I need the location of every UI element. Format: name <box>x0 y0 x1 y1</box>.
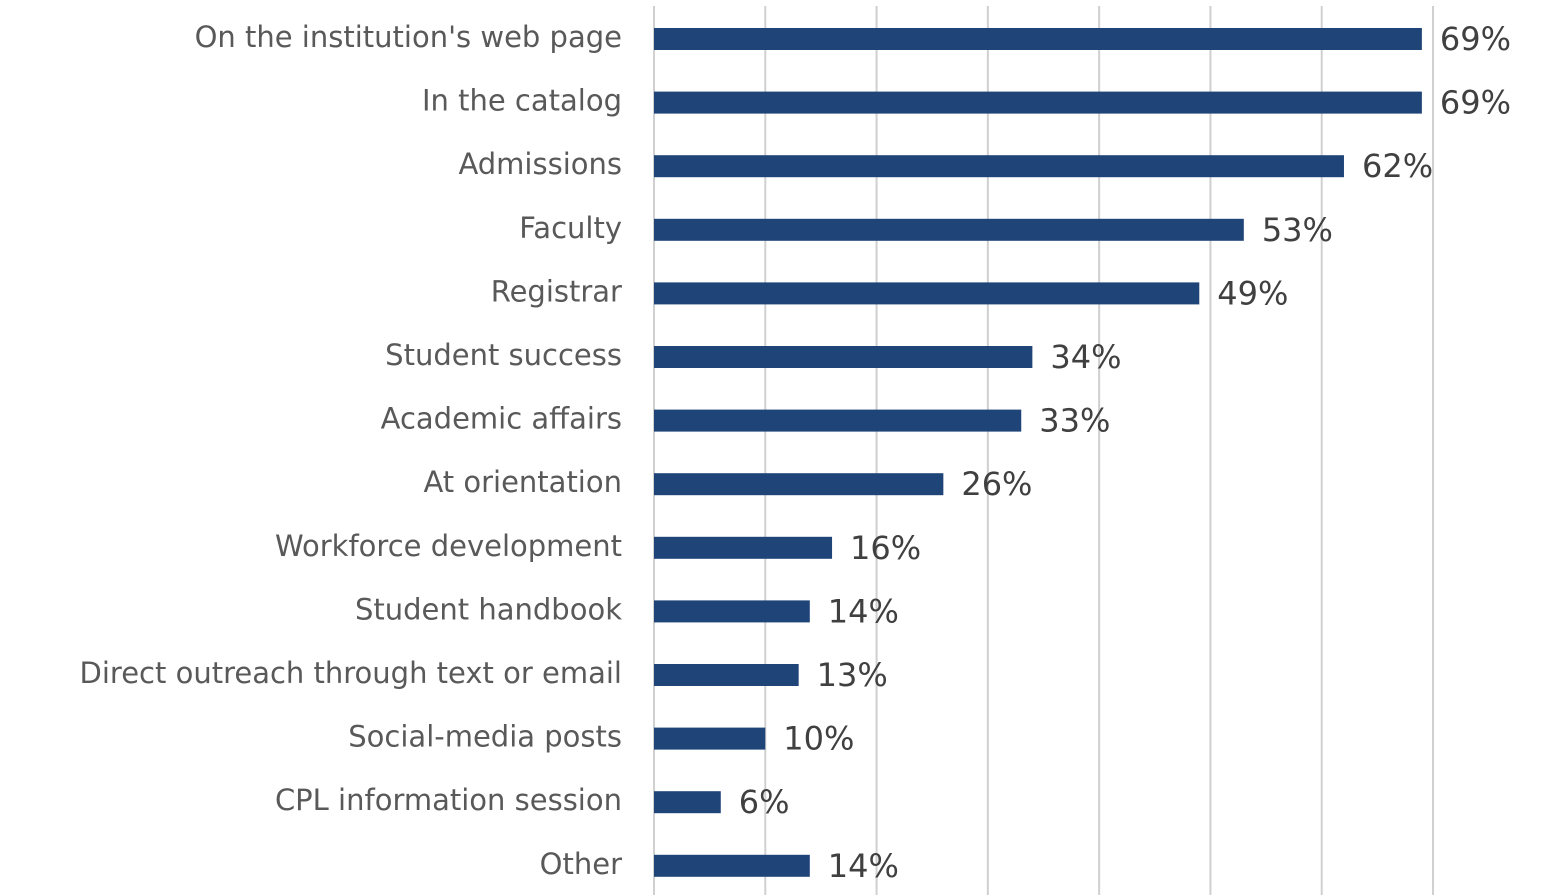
category-label: Student success <box>385 338 622 372</box>
value-label: 26% <box>961 465 1032 503</box>
category-label: Registrar <box>491 274 622 308</box>
value-label: 16% <box>850 529 921 567</box>
bar <box>654 473 944 496</box>
value-label: 69% <box>1440 84 1511 122</box>
bar <box>654 664 799 686</box>
value-label: 14% <box>828 847 899 885</box>
category-label: Social-media posts <box>348 720 622 754</box>
bar <box>654 536 833 559</box>
category-label: At orientation <box>423 465 622 499</box>
category-label: Admissions <box>458 147 622 181</box>
category-label: Student handbook <box>355 592 622 626</box>
bar <box>654 282 1200 305</box>
value-label: 34% <box>1050 338 1121 376</box>
bar <box>654 155 1344 178</box>
value-label: 53% <box>1262 211 1333 249</box>
value-label: 62% <box>1362 147 1433 185</box>
bar <box>654 28 1422 50</box>
category-label: Direct outreach through text or email <box>80 656 622 690</box>
bar <box>654 791 721 814</box>
value-label: 6% <box>739 783 790 821</box>
category-label: On the institution's web page <box>195 20 622 54</box>
bar <box>654 727 766 750</box>
bar <box>654 218 1244 241</box>
value-label: 10% <box>783 720 854 758</box>
bar <box>654 854 810 877</box>
category-label: Faculty <box>519 211 622 245</box>
value-label: 14% <box>828 592 899 630</box>
value-label: 49% <box>1217 274 1288 312</box>
value-label: 69% <box>1440 20 1511 58</box>
bar <box>654 91 1422 114</box>
category-label: Other <box>540 847 622 881</box>
bar <box>654 600 810 623</box>
value-label: 33% <box>1039 402 1110 440</box>
category-label: CPL information session <box>275 783 622 817</box>
category-label: Workforce development <box>275 529 622 563</box>
value-label: 13% <box>817 656 888 694</box>
bar <box>654 346 1033 368</box>
category-label: In the catalog <box>422 84 622 118</box>
category-label: Academic affairs <box>381 402 622 436</box>
bar <box>654 409 1022 432</box>
